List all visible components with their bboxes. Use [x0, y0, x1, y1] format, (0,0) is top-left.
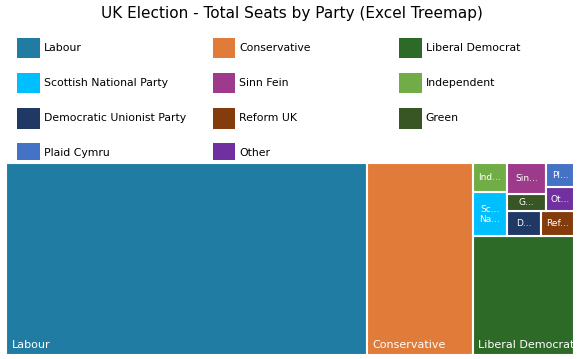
Bar — [507, 211, 541, 236]
Text: Conservative: Conservative — [239, 43, 311, 53]
Bar — [546, 163, 574, 187]
Text: Sc...
Na...: Sc... Na... — [480, 205, 500, 224]
Bar — [367, 163, 473, 355]
Text: Plaid Cymru: Plaid Cymru — [44, 148, 110, 158]
Text: Green: Green — [426, 113, 459, 123]
Bar — [473, 163, 507, 192]
Text: D...: D... — [517, 219, 532, 228]
Bar — [213, 108, 235, 129]
Bar — [17, 38, 40, 58]
Text: Democratic Unionist Party: Democratic Unionist Party — [44, 113, 186, 123]
Bar — [17, 143, 40, 164]
Text: Conservative: Conservative — [373, 340, 446, 350]
Text: Ref...: Ref... — [546, 219, 569, 228]
Text: Ot...: Ot... — [550, 195, 570, 204]
Text: Pl...: Pl... — [552, 171, 568, 180]
Text: Liberal Democrat: Liberal Democrat — [426, 43, 520, 53]
Bar — [213, 38, 235, 58]
Bar — [546, 187, 574, 211]
Bar — [6, 163, 367, 355]
Bar — [399, 38, 422, 58]
Bar — [473, 236, 574, 355]
Text: UK Election - Total Seats by Party (Excel Treemap): UK Election - Total Seats by Party (Exce… — [100, 6, 483, 22]
Text: Other: Other — [239, 148, 270, 158]
Bar — [213, 143, 235, 164]
Text: Reform UK: Reform UK — [239, 113, 297, 123]
Bar — [507, 163, 546, 194]
Bar — [399, 73, 422, 93]
Text: Ind...: Ind... — [479, 173, 501, 182]
Bar — [399, 108, 422, 129]
Text: Labour: Labour — [12, 340, 50, 350]
Bar — [213, 73, 235, 93]
Bar — [17, 108, 40, 129]
Text: G...: G... — [519, 198, 535, 207]
Bar — [17, 73, 40, 93]
Bar — [473, 192, 507, 236]
Text: Labour: Labour — [44, 43, 82, 53]
Text: Independent: Independent — [426, 78, 495, 88]
Text: Liberal Democrat: Liberal Democrat — [478, 340, 575, 350]
Text: Sin...: Sin... — [515, 174, 538, 183]
Bar — [541, 211, 574, 236]
Text: Sinn Fein: Sinn Fein — [239, 78, 289, 88]
Text: Scottish National Party: Scottish National Party — [44, 78, 168, 88]
Bar — [507, 194, 546, 211]
